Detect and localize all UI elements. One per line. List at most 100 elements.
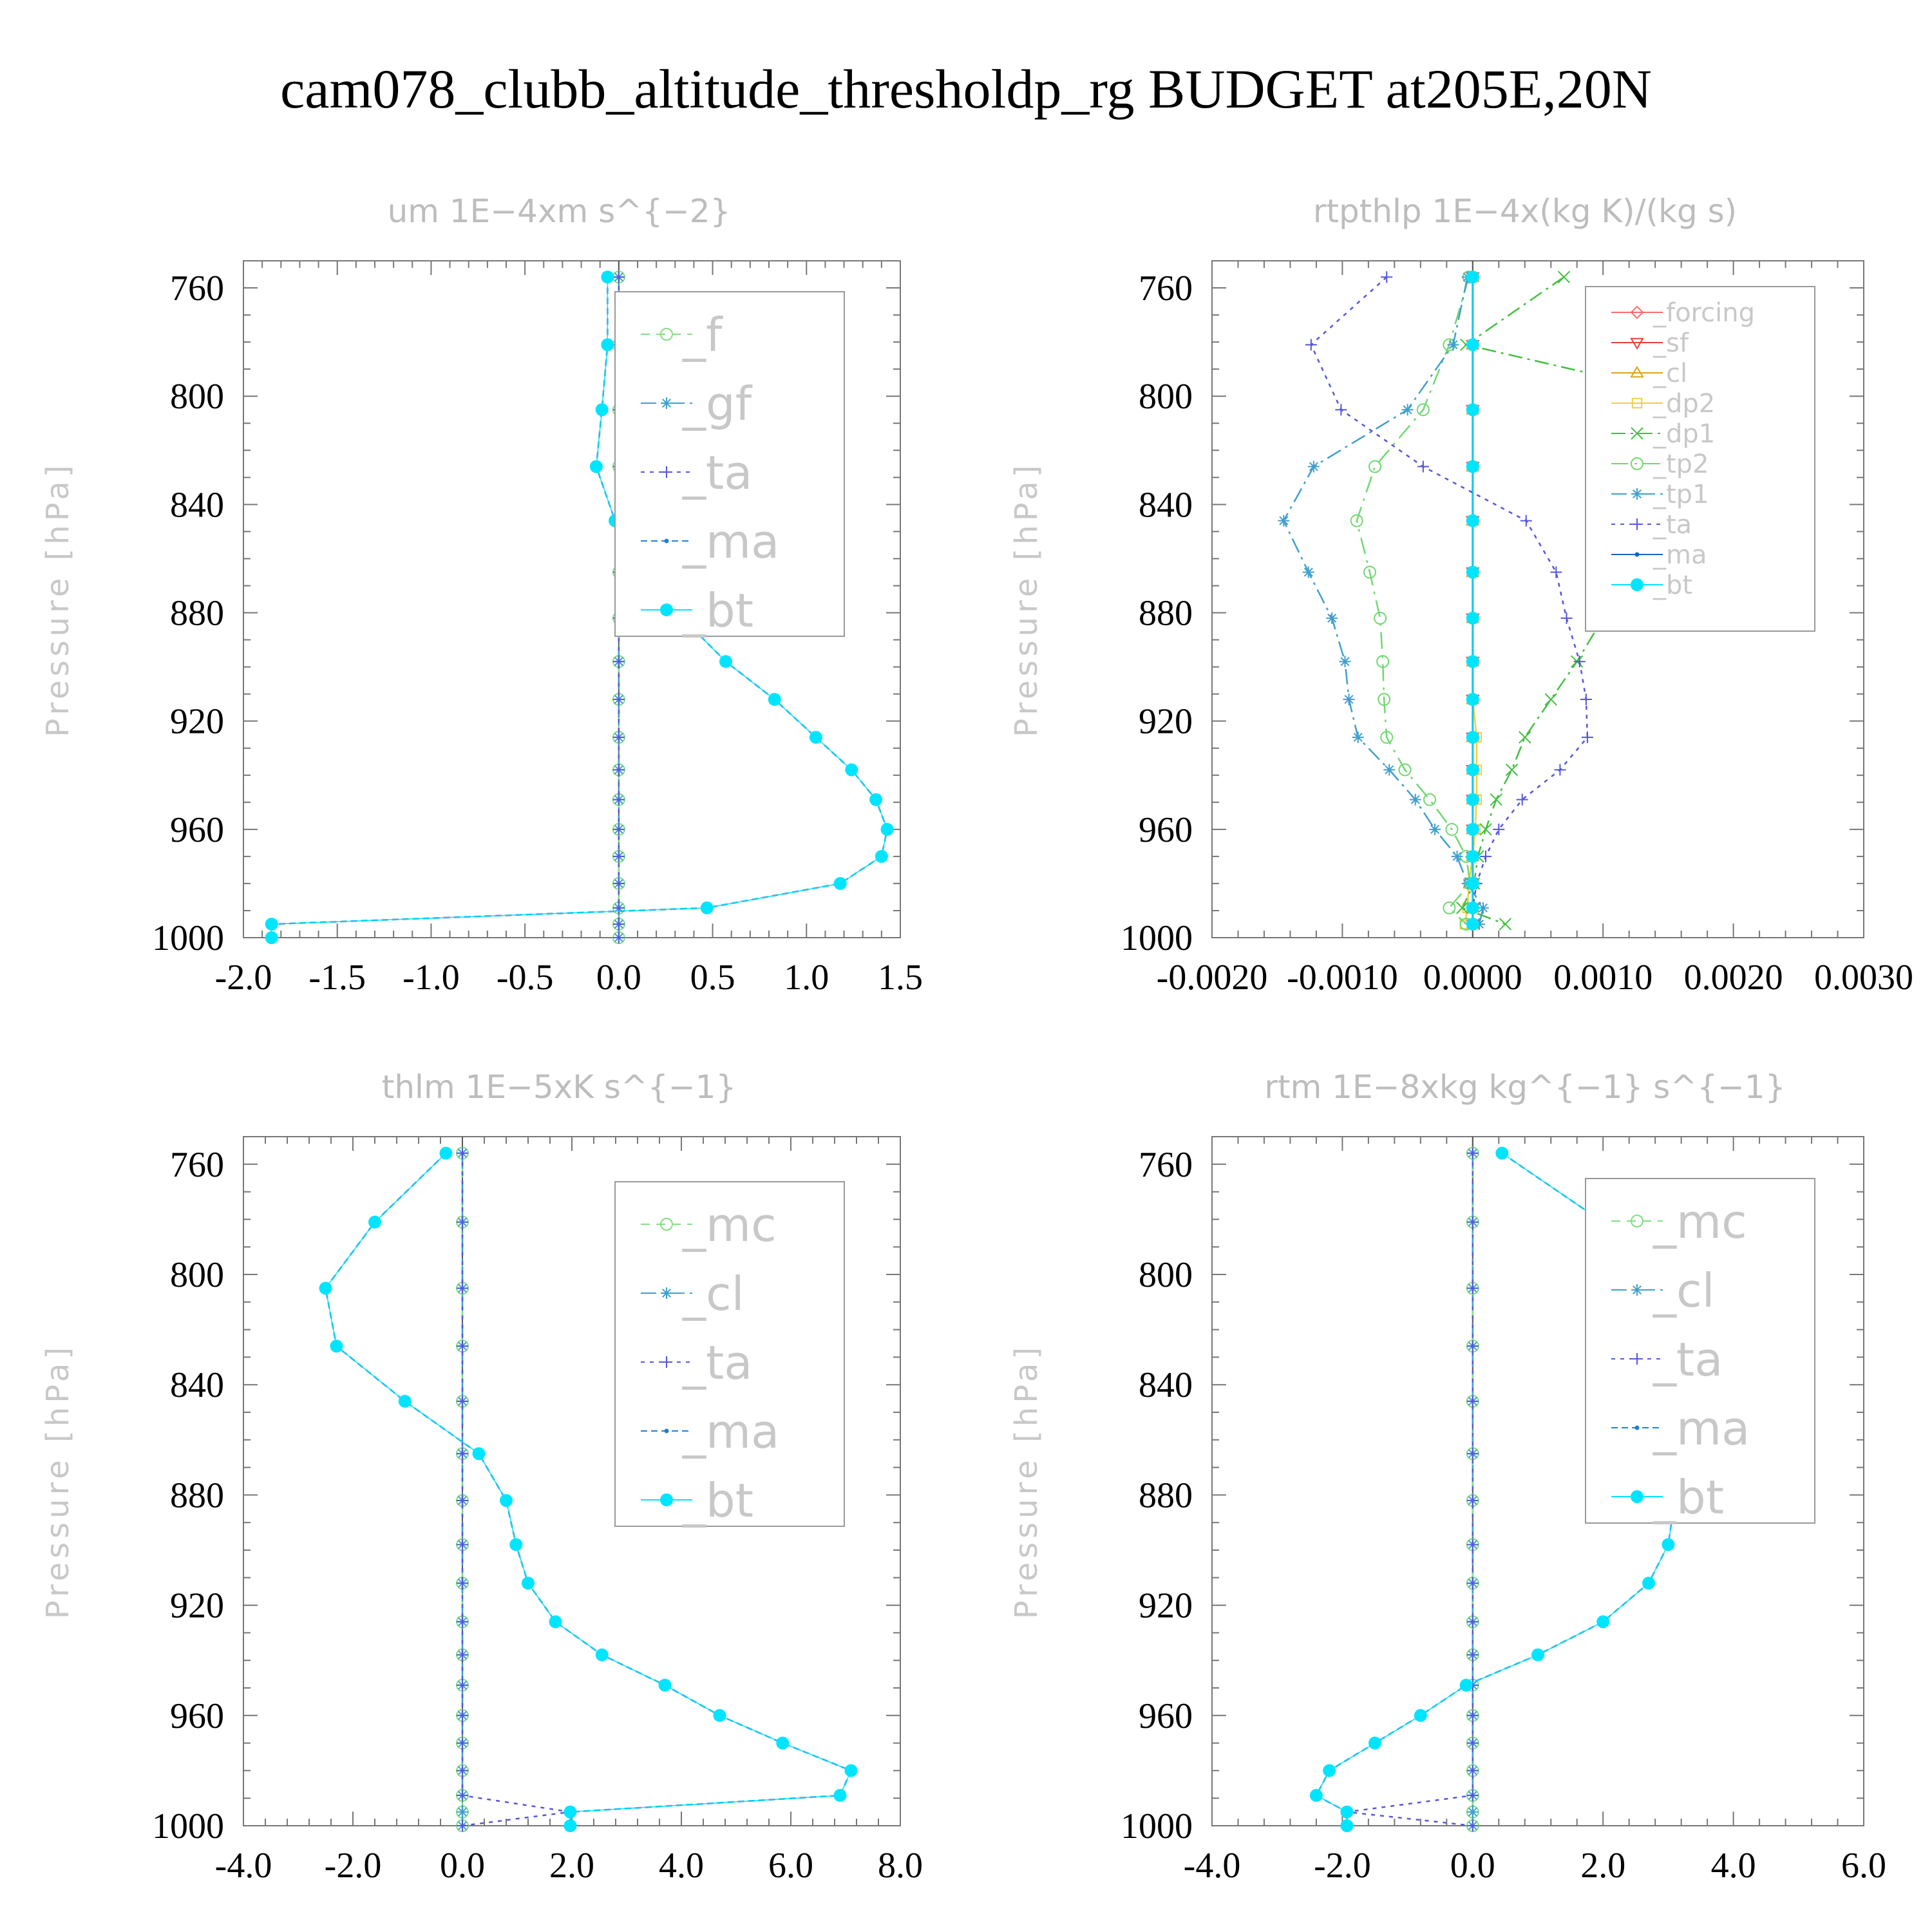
marker-asterisk bbox=[1631, 1284, 1643, 1296]
marker-plus bbox=[457, 1649, 468, 1661]
marker-bigdot bbox=[1631, 578, 1643, 591]
marker-plus bbox=[1466, 1577, 1479, 1589]
marker-plus bbox=[1466, 1494, 1479, 1506]
panel-3: thlm 1E−5xK s^{−1} Pressure [hPa] 760 800 84… bbox=[40, 1068, 923, 1886]
x-tick-label: 0.0 bbox=[1450, 1846, 1495, 1886]
marker-bigdot bbox=[1466, 917, 1479, 931]
marker-circle bbox=[1398, 763, 1412, 777]
legend-label: _tp2 bbox=[1653, 450, 1709, 479]
marker-bigdot bbox=[1368, 1736, 1381, 1750]
y-tick-label: 880 bbox=[170, 1475, 224, 1515]
legend-label: _dp2 bbox=[1653, 389, 1715, 419]
marker-bigdot bbox=[549, 1615, 562, 1629]
y-tick-label: 960 bbox=[170, 1696, 224, 1736]
x-tick-label: 0.0020 bbox=[1684, 958, 1783, 998]
legend-label: _forcing bbox=[1653, 298, 1755, 328]
marker-plus bbox=[1581, 731, 1593, 743]
legend-box bbox=[614, 1181, 845, 1527]
marker-plus bbox=[457, 1737, 468, 1749]
marker-plus bbox=[612, 271, 625, 283]
marker-bigdot bbox=[844, 1764, 858, 1777]
series_bt bbox=[265, 270, 894, 944]
marker-circle bbox=[1363, 565, 1376, 579]
x-tick-label: 6.0 bbox=[768, 1846, 813, 1886]
marker-plus bbox=[1417, 460, 1429, 473]
y-axis-label: Pressure [hPa] bbox=[1009, 461, 1045, 737]
marker-plus bbox=[1381, 271, 1393, 283]
marker-asterisk bbox=[1631, 488, 1643, 500]
marker-bigdot bbox=[1466, 763, 1479, 777]
marker-plus bbox=[1466, 1649, 1479, 1661]
marker-plus bbox=[612, 918, 625, 930]
marker-plus bbox=[457, 1216, 468, 1228]
panel-1: um 1E−4xm s^{−2} Pressure [hPa] 760 800 840 8… bbox=[40, 193, 923, 998]
y-tick-label: 960 bbox=[1139, 1696, 1193, 1736]
marker-dot bbox=[1634, 1425, 1640, 1430]
axis-ticks bbox=[243, 1136, 901, 1826]
legend-label: _ta bbox=[682, 1336, 752, 1390]
marker-cross bbox=[1505, 763, 1519, 777]
marker-bigdot bbox=[1662, 1538, 1675, 1551]
marker-bigdot bbox=[1340, 1805, 1354, 1819]
figure-title: cam078_clubb_altitude_thresholdp_rg BUDG… bbox=[280, 58, 1652, 120]
panel-title: rtm 1E−8xkg kg^{−1} s^{−1} bbox=[1264, 1068, 1785, 1106]
legend: _f _gf _ta _ma _bt bbox=[614, 291, 845, 638]
y-tick-label: 1000 bbox=[152, 1806, 224, 1846]
axis-ticks bbox=[1211, 1136, 1864, 1826]
legend-label: _mc bbox=[1653, 1195, 1747, 1249]
marker-asterisk bbox=[1429, 823, 1441, 835]
marker-bigdot bbox=[1466, 514, 1479, 527]
series_bt bbox=[319, 1146, 858, 1832]
marker-bigdot bbox=[1323, 1764, 1336, 1777]
marker-asterisk bbox=[1343, 694, 1355, 706]
marker-bigdot bbox=[265, 931, 278, 944]
marker-plus bbox=[1466, 1282, 1479, 1294]
marker-bigdot bbox=[1531, 1648, 1544, 1662]
x-tick-label: 6.0 bbox=[1841, 1846, 1886, 1886]
marker-bigdot bbox=[719, 655, 732, 668]
x-tick-label: 0.5 bbox=[690, 958, 735, 998]
panel-title: thlm 1E−5xK s^{−1} bbox=[382, 1068, 736, 1106]
x-tick-label: 8.0 bbox=[878, 1846, 923, 1886]
marker-bigdot bbox=[509, 1538, 523, 1551]
x-tick-label: 2.0 bbox=[549, 1846, 594, 1886]
marker-dot bbox=[664, 1428, 669, 1434]
y-tick-label: 760 bbox=[170, 269, 224, 308]
marker-circle bbox=[1631, 457, 1643, 470]
marker-asterisk bbox=[1307, 460, 1320, 473]
marker-bigdot bbox=[1495, 1146, 1509, 1160]
marker-plus bbox=[457, 1679, 468, 1691]
legend-label: _gf bbox=[682, 377, 753, 431]
marker-plus bbox=[1466, 1616, 1479, 1628]
legend: _mc _cl _ta _ma _bt bbox=[1585, 1178, 1815, 1524]
marker-bigdot bbox=[1466, 403, 1479, 417]
marker-plus bbox=[612, 793, 625, 806]
marker-bigdot bbox=[1340, 1819, 1354, 1832]
y-tick-label: 760 bbox=[170, 1145, 224, 1185]
marker-asterisk bbox=[457, 1806, 468, 1818]
y-axis-label: Pressure [hPa] bbox=[1009, 1343, 1045, 1619]
marker-bigdot bbox=[330, 1340, 343, 1353]
marker-bigdot bbox=[658, 1678, 672, 1692]
series_tp1 bbox=[1278, 271, 1489, 930]
legend-box bbox=[614, 291, 845, 637]
marker-circle bbox=[1368, 460, 1381, 473]
panel-title: rtpthlp 1E−4x(kg K)/(kg s) bbox=[1313, 193, 1737, 230]
marker-asterisk bbox=[1409, 793, 1421, 806]
marker-bigdot bbox=[660, 603, 673, 616]
marker-plus bbox=[457, 1448, 468, 1460]
x-tick-label: 4.0 bbox=[659, 1846, 704, 1886]
marker-plus bbox=[1335, 404, 1347, 416]
legend-box bbox=[1585, 1178, 1815, 1524]
marker-cross bbox=[1631, 427, 1643, 440]
marker-bigdot bbox=[1466, 693, 1479, 706]
marker-plus bbox=[1466, 1448, 1479, 1460]
y-tick-label: 920 bbox=[170, 1586, 224, 1626]
y-tick-label: 920 bbox=[170, 702, 224, 742]
marker-bigdot bbox=[1631, 1490, 1643, 1503]
marker-plus bbox=[1466, 1539, 1479, 1551]
x-tick-label: -2.0 bbox=[215, 958, 272, 998]
series-line bbox=[270, 277, 888, 938]
marker-cross bbox=[1455, 902, 1469, 914]
legend-label: _cl bbox=[682, 1267, 744, 1321]
